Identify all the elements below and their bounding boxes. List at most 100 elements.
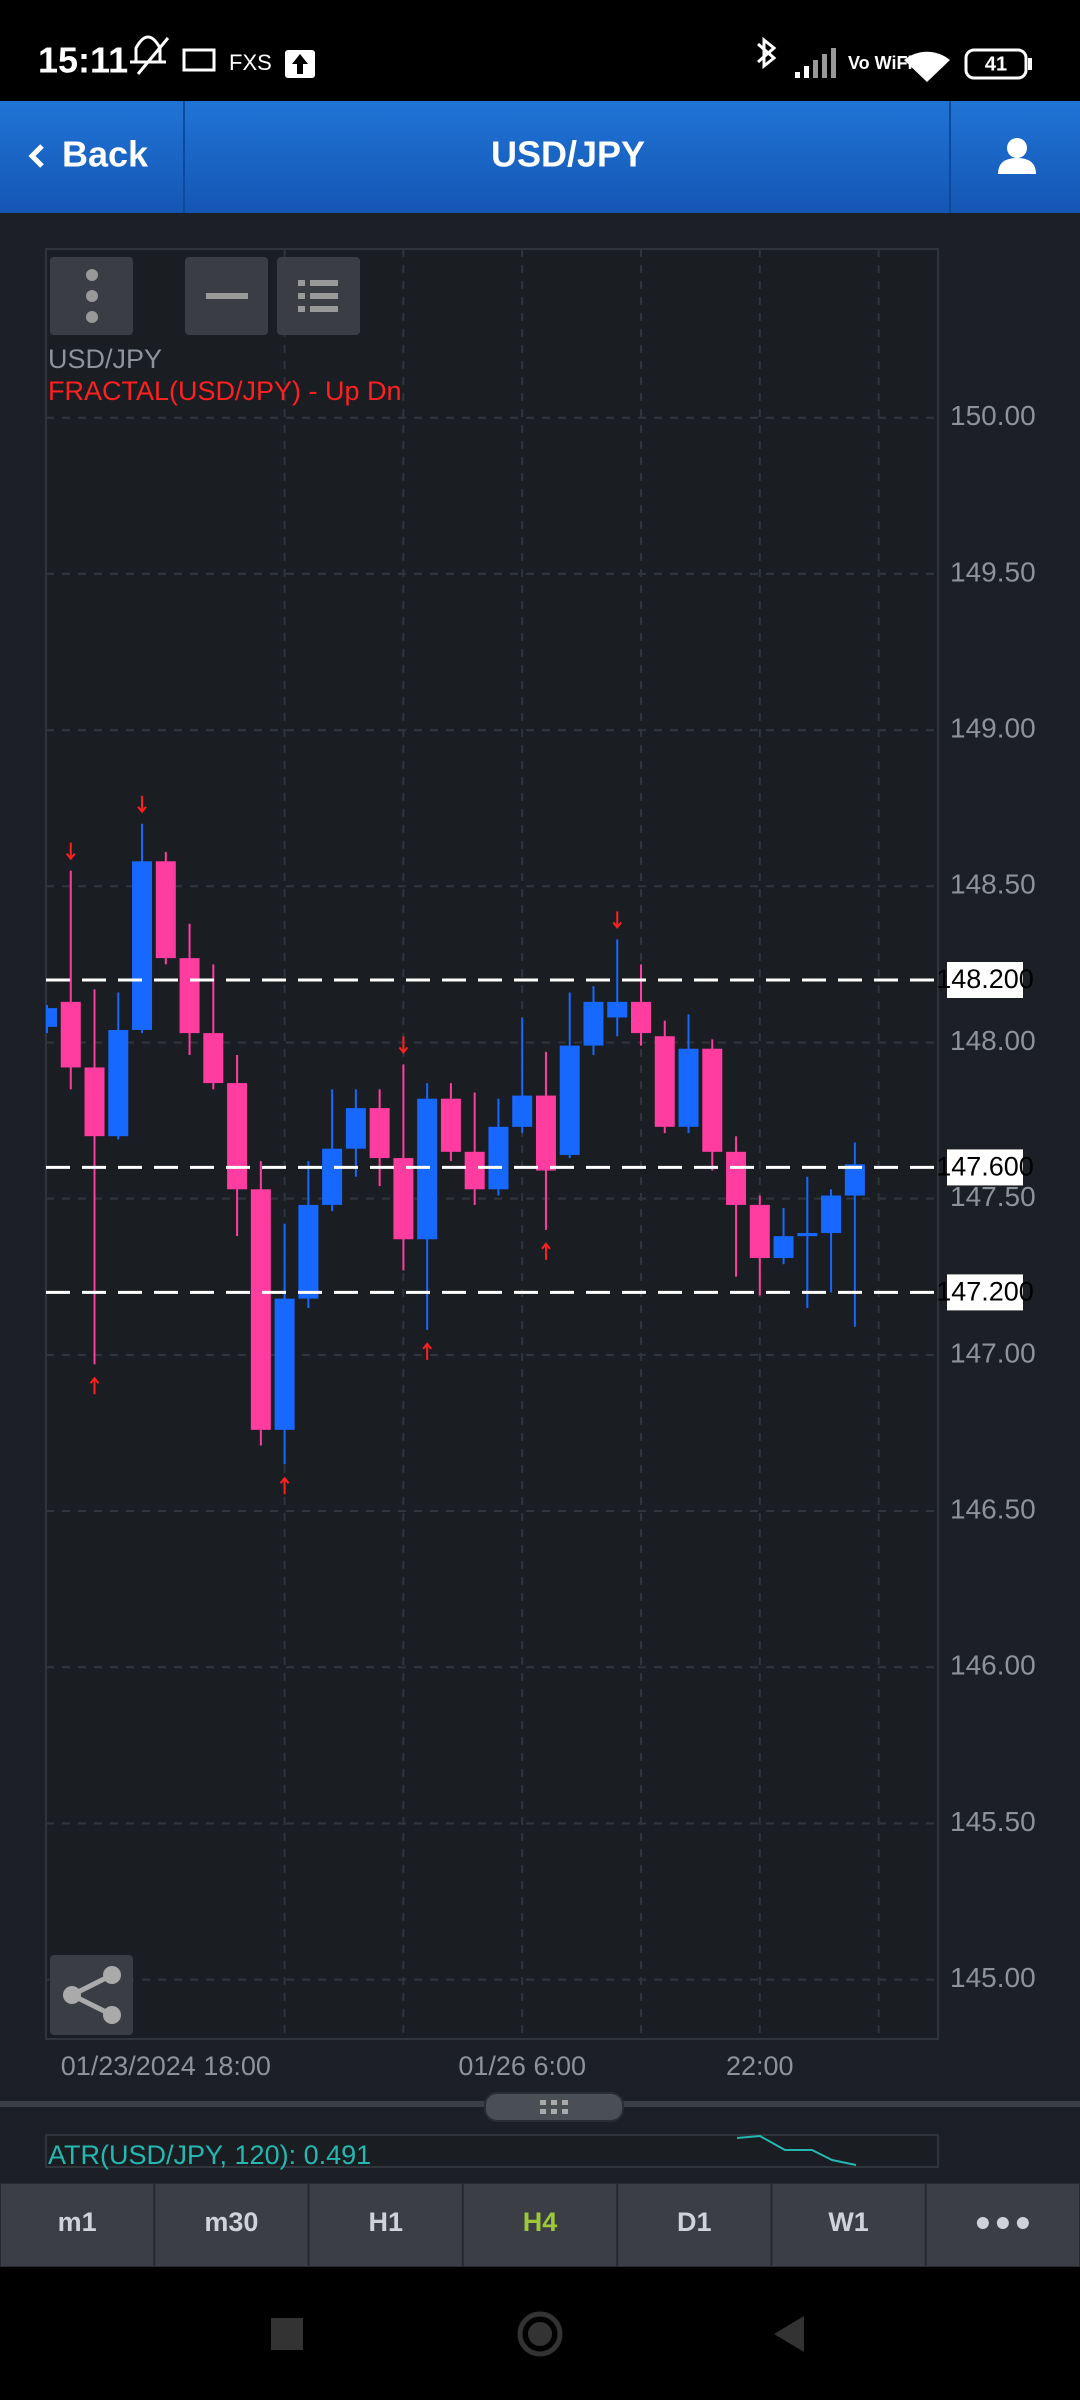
- candle-body: [512, 1095, 533, 1127]
- menu-button[interactable]: [50, 257, 133, 335]
- account-button[interactable]: [998, 138, 1036, 174]
- tab-button[interactable]: [155, 2184, 308, 2266]
- candle-body: [46, 1008, 57, 1027]
- level-box: [947, 961, 1023, 998]
- back-button[interactable]: Back: [28, 134, 149, 175]
- candle-body: [179, 958, 200, 1034]
- level-label: 147.600: [936, 1152, 1034, 1182]
- timeframe-bar: m1 m30 H1 H4 D1 W1: [0, 2183, 1080, 2267]
- y-tick-label: 148.50: [950, 869, 1036, 900]
- upload-arrow: [292, 54, 308, 74]
- tab-label[interactable]: W1: [828, 2207, 869, 2237]
- tab-button[interactable]: [772, 2184, 925, 2266]
- tab-label[interactable]: m30: [204, 2207, 258, 2237]
- candle-body: [155, 861, 176, 959]
- splitter-handle[interactable]: [484, 2092, 624, 2122]
- y-tick-label: 147.00: [950, 1337, 1036, 1368]
- candle-body: [298, 1204, 319, 1299]
- clock: 15:11: [38, 40, 128, 81]
- tab-button[interactable]: [463, 2184, 617, 2266]
- candle-body: [844, 1164, 865, 1196]
- candle-body: [583, 1001, 604, 1046]
- back-chevron: [28, 144, 44, 168]
- candle-body: [274, 1298, 295, 1430]
- candle-body: [726, 1151, 747, 1205]
- tab-label[interactable]: H1: [368, 2207, 403, 2237]
- tab-label[interactable]: m1: [58, 2207, 97, 2237]
- y-tick-label: 145.50: [950, 1806, 1036, 1837]
- share-button[interactable]: [50, 1955, 133, 2035]
- more-dot: [976, 2217, 989, 2229]
- candle-body: [84, 1067, 105, 1137]
- mute-icon: [130, 35, 170, 75]
- indicator-legend: FRACTAL(USD/JPY) - Up Dn: [48, 376, 402, 406]
- candle-body: [797, 1233, 818, 1237]
- fractal-arrow-down: [398, 1036, 409, 1054]
- y-tick-label: 147.50: [950, 1181, 1036, 1212]
- candle-body: [250, 1189, 271, 1430]
- candle-body: [654, 1036, 675, 1127]
- candle-body: [749, 1204, 770, 1259]
- candle-body: [417, 1098, 438, 1240]
- candle-body: [607, 1001, 628, 1018]
- tab-button[interactable]: [309, 2184, 462, 2266]
- home-button[interactable]: [517, 2311, 563, 2357]
- candle-body: [60, 1001, 81, 1068]
- candle-body: [108, 1029, 129, 1137]
- bluetooth-icon: [757, 36, 777, 70]
- home-dot: [528, 2322, 552, 2346]
- more-dot: [996, 2217, 1009, 2229]
- y-tick-label: 150.00: [950, 400, 1036, 431]
- y-tick-label: 145.00: [950, 1962, 1036, 1993]
- wifi-icon: [904, 51, 950, 82]
- battery-icon: [964, 48, 1028, 80]
- tab-button[interactable]: [1, 2184, 154, 2266]
- candle-body: [773, 1236, 794, 1259]
- y-tick-label: 149.50: [950, 556, 1036, 587]
- list-button[interactable]: [277, 257, 360, 335]
- fractal-arrow-up: [541, 1242, 551, 1260]
- candle-body: [393, 1158, 414, 1240]
- candle-body: [702, 1048, 723, 1152]
- tab-button[interactable]: [618, 2184, 771, 2266]
- candle-body: [464, 1151, 485, 1190]
- indicator-line: [736, 2134, 857, 2166]
- carrier: FXS: [229, 50, 272, 75]
- candle-body: [678, 1048, 699, 1127]
- more-dot: [1016, 2217, 1029, 2229]
- battery-level: 41: [985, 53, 1007, 75]
- x-tick-label: 22:00: [726, 2051, 794, 2081]
- candle-body: [227, 1083, 248, 1190]
- battery-tip: [1028, 58, 1032, 70]
- level-label: 148.200: [936, 964, 1034, 994]
- candle-body: [369, 1108, 390, 1159]
- y-tick-label: 146.00: [950, 1650, 1036, 1681]
- plot: [46, 249, 938, 2039]
- candle-body: [203, 1033, 224, 1084]
- fractal-arrow-down: [612, 911, 623, 929]
- y-tick-label: 148.00: [950, 1025, 1036, 1056]
- tab-label[interactable]: D1: [677, 2207, 712, 2237]
- wifi-label: Vo WiFi: [848, 53, 913, 73]
- back-label[interactable]: Back: [62, 134, 149, 175]
- y-tick-label: 149.00: [950, 712, 1036, 743]
- recents-button[interactable]: [271, 2318, 303, 2350]
- level-box: [947, 1149, 1023, 1186]
- line-tool-button[interactable]: [185, 257, 268, 335]
- tab-label[interactable]: H4: [523, 2207, 558, 2237]
- candle-body: [559, 1045, 580, 1155]
- back-nav-button[interactable]: [774, 2316, 804, 2352]
- fractal-arrow-up: [279, 1476, 290, 1495]
- header-title: USD/JPY: [491, 134, 645, 175]
- screen-icon: [182, 48, 216, 72]
- candle-body: [440, 1098, 461, 1152]
- signal-icon: [795, 48, 836, 78]
- level-label: 147.200: [936, 1277, 1034, 1307]
- candles: [46, 823, 865, 1465]
- indicator-label: ATR(USD/JPY, 120): 0.491: [48, 2140, 371, 2170]
- fractal-arrow-up: [422, 1342, 432, 1360]
- fractal-arrow-up: [89, 1376, 100, 1395]
- y-tick-label: 146.50: [950, 1493, 1036, 1524]
- fractal-arrow-down: [65, 842, 76, 861]
